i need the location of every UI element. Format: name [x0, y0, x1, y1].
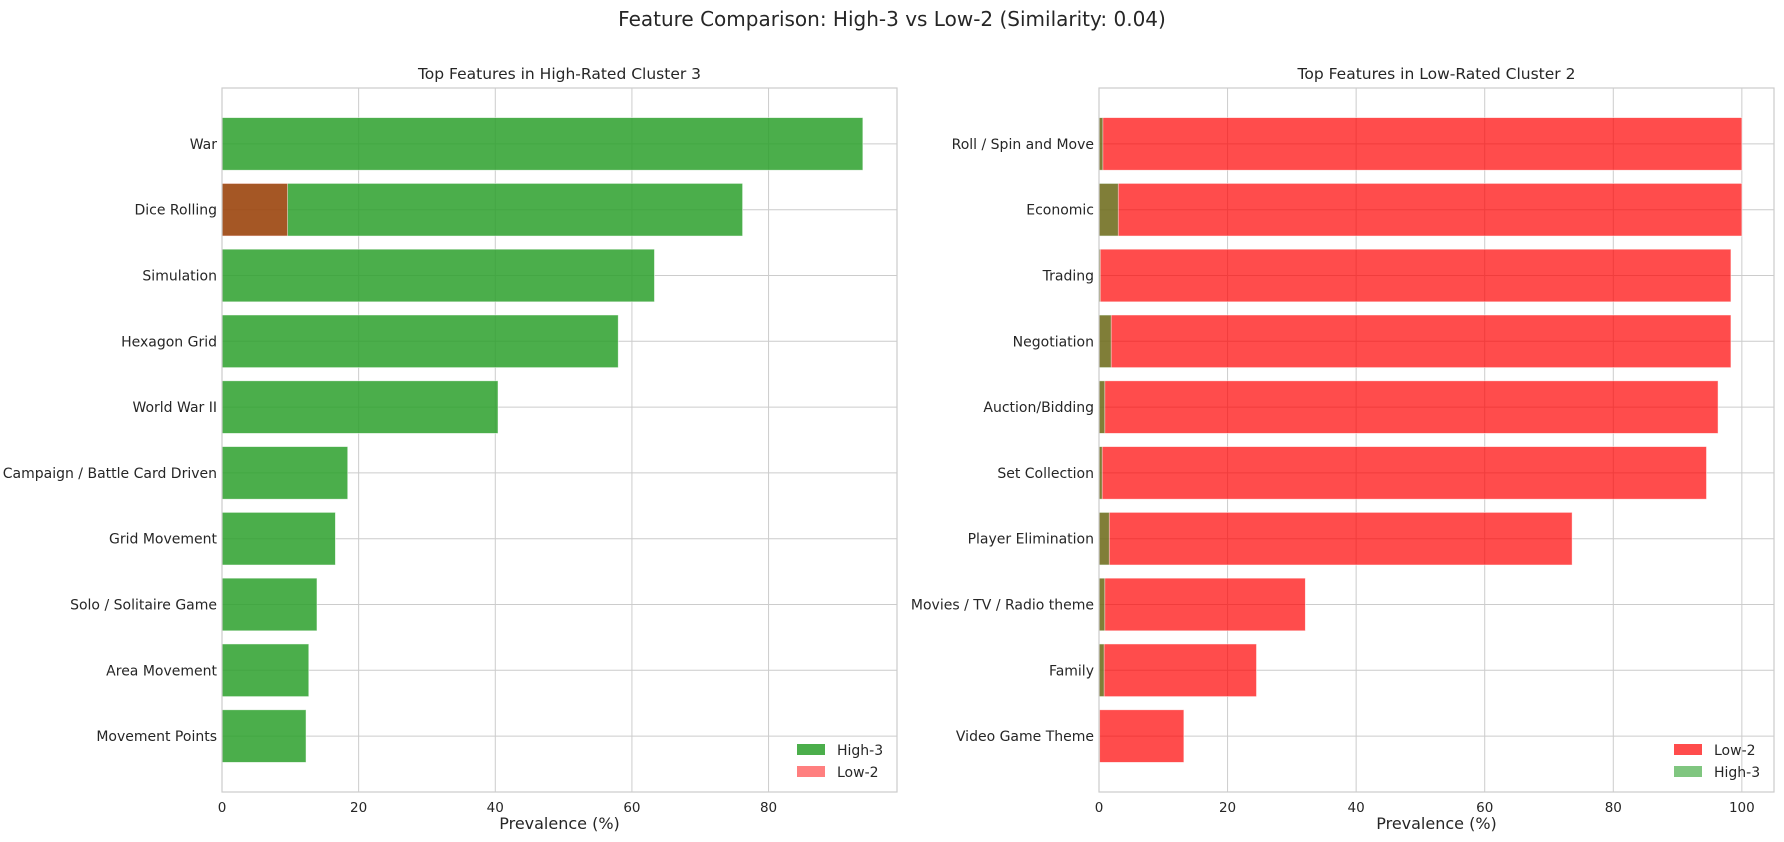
x-tick-label: 40 — [487, 800, 504, 816]
bar-low-2 — [221, 183, 288, 237]
bar-high-3 — [221, 577, 318, 632]
y-tick-label: Dice Rolling — [134, 203, 217, 219]
bar-high-3 — [1098, 314, 1112, 369]
y-tick-label: Trading — [1042, 269, 1094, 285]
bar-high-3 — [221, 511, 336, 566]
y-tick-label: Roll / Spin and Move — [952, 137, 1094, 153]
x-axis-label: Prevalence (%) — [499, 814, 620, 833]
y-tick-label: Hexagon Grid — [121, 334, 217, 350]
x-tick-label: 100 — [1729, 800, 1755, 816]
bar-high-3 — [221, 643, 310, 697]
legend: Low-2 High-3 — [1674, 743, 1760, 781]
axes-frame — [221, 87, 898, 793]
bar-high-3 — [1098, 380, 1106, 434]
x-tick-label: 20 — [1219, 800, 1236, 816]
legend-label: Low-2 — [1714, 743, 1756, 759]
bar-low-2 — [1098, 248, 1732, 303]
bar-low-2 — [1098, 446, 1707, 500]
bar-high-3 — [221, 314, 619, 369]
y-tick-label: Economic — [1026, 203, 1094, 219]
y-tick-label: Grid Movement — [109, 532, 217, 548]
y-tick-label: Area Movement — [106, 663, 217, 679]
x-axis-label: Prevalence (%) — [1376, 814, 1497, 833]
x-tick-label: 80 — [1605, 800, 1622, 816]
figure-suptitle: Feature Comparison: High-3 vs Low-2 (Sim… — [618, 7, 1166, 31]
bar-low-2 — [1098, 314, 1732, 369]
bar-low-2 — [1098, 577, 1306, 632]
y-tick-label: Auction/Bidding — [983, 400, 1094, 416]
y-tick-label: Campaign / Battle Card Driven — [3, 466, 217, 482]
bar-low-2 — [1098, 183, 1743, 237]
bar-high-3 — [221, 183, 743, 237]
bar-high-3 — [221, 709, 307, 763]
chart-panel-low-2: Roll / Spin and Move Economic Trading Negot… — [911, 65, 1775, 833]
bar-high-3 — [221, 380, 499, 434]
y-tick-label: Solo / Solitaire Game — [70, 597, 217, 613]
y-tick-label: Player Elimination — [968, 532, 1094, 548]
legend-label: High-3 — [1714, 765, 1760, 781]
bar-high-3 — [1098, 511, 1110, 566]
x-tick-label: 40 — [1348, 800, 1365, 816]
x-tick-label: 60 — [623, 800, 640, 816]
x-tick-label: 80 — [760, 800, 777, 816]
y-tick-label: Movement Points — [96, 729, 217, 745]
y-tick-label: Video Game Theme — [956, 729, 1094, 745]
y-tick-label: War — [190, 137, 218, 153]
y-tick-label: Simulation — [142, 269, 217, 285]
bar-high-3 — [221, 248, 655, 303]
bar-high-3 — [1098, 643, 1105, 697]
y-tick-label: Set Collection — [997, 466, 1094, 482]
axes-frame — [1098, 87, 1775, 793]
bar-high-3 — [221, 117, 864, 171]
chart-panel-high-3: War Dice Rolling Simulation Hexagon Grid Wor… — [3, 65, 898, 833]
chart-title: Top Features in High-Rated Cluster 3 — [417, 65, 701, 83]
x-tick-label: 0 — [218, 800, 227, 816]
y-tick-label: Negotiation — [1013, 334, 1094, 350]
legend-label: High-3 — [837, 743, 883, 759]
x-tick-label: 20 — [350, 800, 367, 816]
bar-low-2 — [1098, 511, 1573, 566]
y-tick-label: World War II — [132, 400, 217, 416]
y-tick-label: Movies / TV / Radio theme — [911, 597, 1094, 613]
x-tick-label: 60 — [1476, 800, 1493, 816]
legend: High-3 Low-2 — [797, 743, 883, 781]
legend-swatch — [797, 766, 825, 777]
bar-high-3 — [1098, 183, 1119, 237]
y-tick-label: Family — [1049, 663, 1094, 679]
legend-swatch — [797, 744, 825, 755]
legend-label: Low-2 — [837, 765, 879, 781]
x-tick-label: 0 — [1095, 800, 1104, 816]
legend-swatch — [1674, 744, 1702, 755]
chart-title: Top Features in Low-Rated Cluster 2 — [1297, 65, 1576, 83]
legend-swatch — [1674, 766, 1702, 777]
bar-low-2 — [1098, 643, 1257, 697]
bar-high-3 — [221, 446, 349, 500]
bar-high-3 — [1098, 577, 1106, 632]
bar-low-2 — [1098, 709, 1185, 763]
bar-low-2 — [1098, 380, 1719, 434]
bar-low-2 — [1098, 117, 1743, 171]
